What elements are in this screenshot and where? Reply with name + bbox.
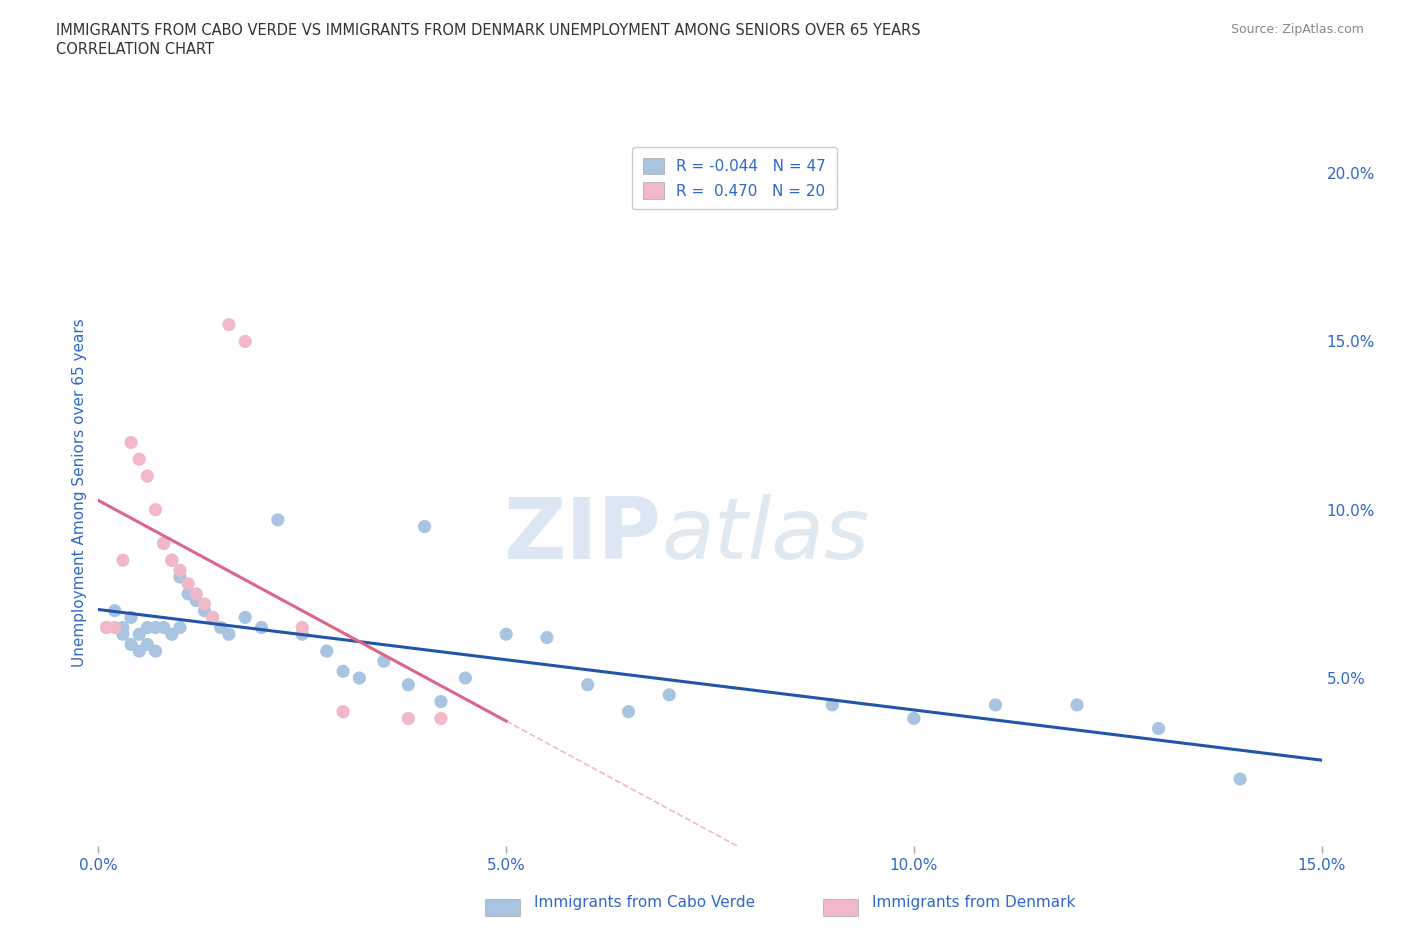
Point <box>396 711 419 725</box>
Point <box>111 627 134 642</box>
Text: ZIP: ZIP <box>503 494 661 577</box>
Point <box>169 620 191 635</box>
Text: Immigrants from Cabo Verde: Immigrants from Cabo Verde <box>534 895 755 910</box>
Point <box>430 711 453 725</box>
Point <box>349 671 371 685</box>
Point <box>536 631 558 645</box>
Point <box>145 502 167 517</box>
Point <box>136 637 159 652</box>
Point <box>96 620 118 635</box>
Point <box>145 644 167 658</box>
Point <box>209 620 232 635</box>
Text: CORRELATION CHART: CORRELATION CHART <box>56 42 214 57</box>
Point <box>169 563 191 578</box>
Point <box>177 587 200 602</box>
Text: Source: ZipAtlas.com: Source: ZipAtlas.com <box>1230 23 1364 36</box>
Point <box>1066 698 1088 712</box>
Legend: R = -0.044   N = 47, R =  0.470   N = 20: R = -0.044 N = 47, R = 0.470 N = 20 <box>633 147 837 209</box>
Point <box>658 687 681 702</box>
Point <box>332 664 354 679</box>
Point <box>495 627 517 642</box>
Point <box>177 577 200 591</box>
Point <box>201 610 224 625</box>
Point <box>250 620 273 635</box>
Point <box>291 627 314 642</box>
Point <box>576 677 599 692</box>
Point <box>186 587 208 602</box>
Point <box>267 512 290 527</box>
Point <box>128 644 150 658</box>
Point <box>152 536 174 551</box>
Point <box>186 593 208 608</box>
Point <box>160 627 183 642</box>
Point <box>1229 772 1251 787</box>
Point <box>315 644 337 658</box>
Point <box>373 654 395 669</box>
Point <box>454 671 477 685</box>
Point <box>152 536 174 551</box>
Point <box>617 704 640 719</box>
Point <box>104 620 127 635</box>
Text: IMMIGRANTS FROM CABO VERDE VS IMMIGRANTS FROM DENMARK UNEMPLOYMENT AMONG SENIORS: IMMIGRANTS FROM CABO VERDE VS IMMIGRANTS… <box>56 23 921 38</box>
Point <box>903 711 925 725</box>
Point <box>128 627 150 642</box>
Point <box>233 334 256 349</box>
Point <box>218 317 240 332</box>
Point <box>413 519 436 534</box>
Point <box>201 610 224 625</box>
Point <box>152 620 174 635</box>
Point <box>104 604 127 618</box>
Point <box>160 552 183 567</box>
Point <box>120 637 142 652</box>
Point <box>160 552 183 567</box>
Point <box>821 698 844 712</box>
Point <box>430 694 453 709</box>
Point <box>193 596 215 611</box>
Point <box>120 610 142 625</box>
Point <box>984 698 1007 712</box>
Point <box>233 610 256 625</box>
Point <box>291 620 314 635</box>
Point <box>120 435 142 450</box>
Text: Immigrants from Denmark: Immigrants from Denmark <box>872 895 1076 910</box>
Point <box>128 452 150 467</box>
Point <box>111 620 134 635</box>
Y-axis label: Unemployment Among Seniors over 65 years: Unemployment Among Seniors over 65 years <box>72 319 87 668</box>
Point <box>1147 721 1170 736</box>
Point <box>396 677 419 692</box>
Point <box>136 469 159 484</box>
Point <box>111 552 134 567</box>
Point <box>136 620 159 635</box>
Point <box>96 620 118 635</box>
Point <box>193 604 215 618</box>
Point <box>145 620 167 635</box>
Point <box>218 627 240 642</box>
Point <box>332 704 354 719</box>
Point <box>169 569 191 584</box>
Text: atlas: atlas <box>661 494 869 577</box>
